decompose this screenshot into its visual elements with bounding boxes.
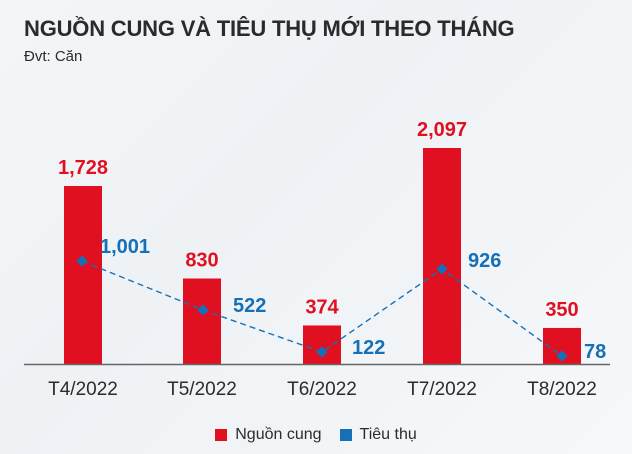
legend-item-consumption: Tiêu thụ: [339, 426, 417, 444]
line-value-label: 926: [468, 250, 501, 272]
bar-supply: [183, 278, 221, 364]
consumption-marker: [556, 350, 568, 362]
bar-value-label: 374: [305, 296, 339, 318]
unit-label: Đvt: Căn: [24, 48, 83, 65]
line-value-label: 78: [584, 341, 606, 363]
x-tick-label: T8/2022: [527, 379, 597, 400]
bar-value-label: 350: [545, 299, 578, 321]
legend: Nguồn cung Tiêu thụ: [0, 426, 632, 444]
bar-value-label: 1,728: [58, 157, 108, 179]
legend-label-supply: Nguồn cung: [235, 426, 322, 443]
legend-swatch-consumption: [339, 429, 352, 441]
line-value-label: 1,001: [100, 236, 150, 258]
bar-supply: [64, 186, 102, 364]
legend-swatch-supply: [215, 429, 228, 441]
consumption-marker: [197, 304, 209, 316]
x-tick-label: T4/2022: [48, 379, 118, 400]
bar-supply: [303, 325, 341, 364]
consumption-line: [81, 260, 563, 357]
x-tick-label: T6/2022: [287, 379, 357, 400]
line-value-label: 122: [352, 337, 385, 359]
consumption-marker: [316, 346, 328, 358]
legend-item-supply: Nguồn cung: [215, 426, 322, 444]
chart-title: NGUỒN CUNG VÀ TIÊU THỤ MỚI THEO THÁNG: [24, 16, 515, 41]
x-tick-label: T7/2022: [407, 379, 477, 400]
bar-value-label: 830: [185, 250, 218, 272]
line-value-label: 522: [233, 295, 266, 317]
bar-supply: [423, 148, 461, 364]
x-tick-label: T5/2022: [167, 379, 237, 400]
consumption-marker: [436, 263, 448, 275]
legend-label-consumption: Tiêu thụ: [359, 426, 417, 443]
bar-value-label: 2,097: [417, 119, 467, 141]
